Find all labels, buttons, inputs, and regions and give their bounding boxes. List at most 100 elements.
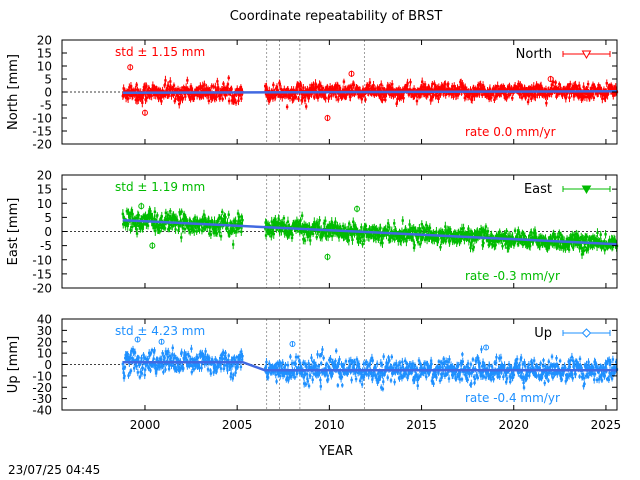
data-point xyxy=(158,366,161,369)
data-point xyxy=(370,234,373,238)
data-point xyxy=(531,93,535,97)
data-point xyxy=(522,240,525,243)
y-tick-label: 0 xyxy=(44,225,52,239)
data-point xyxy=(564,248,567,251)
data-point xyxy=(610,83,613,87)
data-point xyxy=(603,240,606,244)
data-point xyxy=(535,87,539,90)
std-label: std ± 1.19 mm xyxy=(115,180,205,194)
data-point xyxy=(339,228,343,231)
data-point xyxy=(565,92,569,95)
data-point xyxy=(409,80,412,84)
data-point xyxy=(549,237,553,240)
data-point xyxy=(601,97,604,100)
data-point xyxy=(449,231,452,235)
data-point xyxy=(453,240,456,243)
data-point xyxy=(141,101,144,104)
data-point xyxy=(188,218,191,221)
data-point xyxy=(227,99,231,103)
data-point xyxy=(365,88,368,92)
data-point xyxy=(486,230,490,233)
data-point xyxy=(297,84,301,88)
data-point xyxy=(145,223,148,226)
data-point xyxy=(391,92,394,95)
data-point xyxy=(420,223,424,226)
data-point xyxy=(464,88,467,92)
data-point xyxy=(141,367,144,370)
data-point xyxy=(130,225,134,229)
data-point xyxy=(274,93,277,96)
data-point xyxy=(169,210,172,213)
data-point xyxy=(537,241,540,244)
data-point xyxy=(556,244,560,248)
data-point xyxy=(538,244,542,247)
data-point xyxy=(477,89,481,92)
data-point xyxy=(386,222,390,225)
data-point xyxy=(234,231,238,234)
data-point xyxy=(505,239,509,243)
legend-marker xyxy=(581,50,592,60)
data-point xyxy=(201,93,204,97)
legend: North xyxy=(516,47,611,62)
y-tick-label: 20 xyxy=(37,169,52,183)
data-point xyxy=(292,88,295,92)
data-point xyxy=(239,92,242,96)
data-point xyxy=(163,227,167,230)
data-point xyxy=(153,349,156,352)
data-point xyxy=(207,93,210,97)
data-point xyxy=(513,241,516,245)
data-point xyxy=(144,362,147,366)
data-point xyxy=(510,242,513,245)
data-point xyxy=(154,229,157,233)
data-point xyxy=(337,227,340,230)
data-point xyxy=(125,93,128,96)
data-point xyxy=(606,93,609,97)
data-point xyxy=(125,220,128,224)
data-point xyxy=(397,88,401,91)
data-point xyxy=(497,240,501,243)
data-point xyxy=(133,367,136,370)
data-point xyxy=(497,87,501,91)
data-point xyxy=(214,86,217,89)
data-point xyxy=(148,354,151,357)
data-point xyxy=(123,366,127,369)
data-point xyxy=(587,245,590,248)
data-point xyxy=(211,221,214,225)
data-point xyxy=(152,363,155,366)
data-point xyxy=(462,232,466,236)
data-point xyxy=(296,220,300,224)
data-point xyxy=(376,229,380,232)
data-point xyxy=(544,244,548,248)
data-point xyxy=(450,233,453,236)
data-point xyxy=(173,89,177,93)
data-point xyxy=(328,86,332,89)
data-point xyxy=(138,376,142,379)
data-point xyxy=(585,235,589,238)
data-point xyxy=(137,356,140,359)
data-point xyxy=(189,98,192,101)
data-point xyxy=(462,87,466,90)
data-point xyxy=(602,88,606,91)
data-point xyxy=(520,240,524,243)
data-point xyxy=(532,85,535,88)
data-point xyxy=(143,356,146,359)
data-point xyxy=(285,229,288,233)
data-point xyxy=(128,94,132,97)
data-point xyxy=(467,227,470,230)
data-point xyxy=(334,84,337,87)
data-point xyxy=(479,83,482,86)
data-point xyxy=(405,240,408,243)
data-point xyxy=(360,94,364,97)
data-point xyxy=(522,92,526,95)
data-point xyxy=(146,93,150,96)
data-point xyxy=(567,248,571,251)
data-point xyxy=(221,97,224,101)
data-point xyxy=(166,213,170,216)
data-point xyxy=(168,88,172,92)
data-point xyxy=(432,231,435,235)
data-point xyxy=(347,89,351,92)
data-point xyxy=(558,83,561,86)
data-point xyxy=(481,228,485,232)
data-point xyxy=(272,221,275,225)
data-point xyxy=(495,234,499,237)
